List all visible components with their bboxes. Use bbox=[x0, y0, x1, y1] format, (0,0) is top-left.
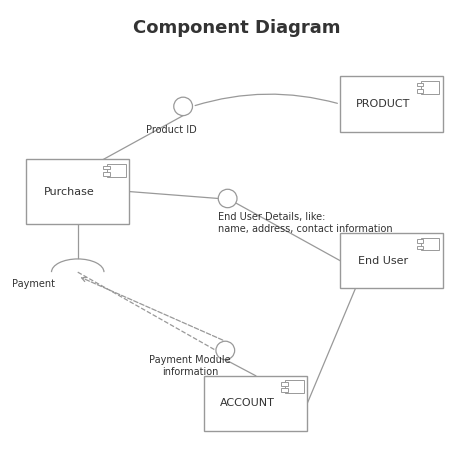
Bar bbox=[340, 76, 443, 132]
Text: PRODUCT: PRODUCT bbox=[356, 99, 410, 109]
Bar bbox=[285, 380, 303, 393]
Text: Payment Module
information: Payment Module information bbox=[149, 355, 231, 377]
Bar bbox=[282, 388, 288, 392]
Bar bbox=[417, 240, 423, 243]
Text: Payment: Payment bbox=[12, 279, 55, 288]
Circle shape bbox=[218, 189, 237, 208]
Circle shape bbox=[174, 97, 192, 116]
Bar bbox=[26, 159, 129, 224]
Bar bbox=[103, 166, 109, 169]
Text: Purchase: Purchase bbox=[44, 186, 95, 197]
Bar bbox=[103, 172, 109, 176]
Text: Product ID: Product ID bbox=[146, 125, 197, 135]
Bar bbox=[420, 238, 439, 251]
Text: End User Details, like:
name, address, contact information: End User Details, like: name, address, c… bbox=[218, 212, 393, 234]
Text: End User: End User bbox=[358, 256, 409, 266]
Bar bbox=[417, 89, 423, 93]
Bar bbox=[282, 382, 288, 386]
Text: ACCOUNT: ACCOUNT bbox=[220, 398, 275, 408]
Bar bbox=[417, 83, 423, 87]
Bar bbox=[340, 233, 443, 288]
Bar bbox=[204, 376, 307, 431]
Text: Component Diagram: Component Diagram bbox=[133, 19, 341, 37]
Bar bbox=[420, 81, 439, 94]
Circle shape bbox=[216, 341, 235, 360]
Bar bbox=[417, 246, 423, 249]
Bar bbox=[107, 164, 126, 177]
